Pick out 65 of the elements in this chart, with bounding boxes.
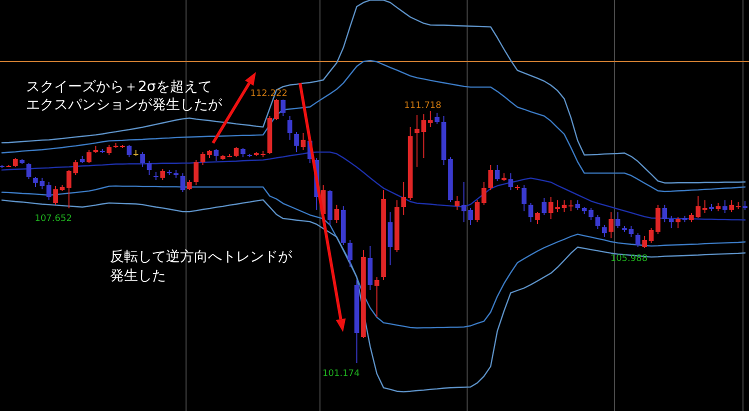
candlestick (528, 202, 534, 223)
candlestick (702, 200, 708, 214)
candlestick (180, 172, 186, 192)
candlestick (474, 200, 480, 223)
candlestick (53, 186, 58, 206)
candlestick (648, 228, 654, 244)
candlestick (280, 99, 286, 117)
candlestick (421, 114, 426, 159)
candlestick (240, 148, 246, 158)
candlestick (628, 225, 634, 238)
candlestick (608, 212, 614, 239)
candlestick (334, 204, 340, 224)
candlestick (722, 200, 728, 214)
candlestick (140, 152, 145, 168)
candlestick (522, 184, 527, 212)
candlestick (160, 168, 166, 181)
candlestick (194, 159, 199, 186)
candlestick (200, 152, 206, 166)
candlestick (300, 132, 306, 150)
candlestick (214, 148, 219, 162)
candlestick (662, 204, 668, 223)
candlestick (542, 197, 547, 216)
annotation: 105.988 (610, 254, 648, 264)
candlestick (568, 200, 574, 212)
candlestick (187, 180, 192, 191)
candlestick (294, 132, 299, 153)
candlestick (575, 200, 580, 210)
candlestick (668, 215, 674, 229)
candlestick (482, 181, 486, 206)
annotation: 101.174 (322, 368, 360, 379)
annotation: スクイーズから＋2σを超えてエクスパンションが発生したが (26, 79, 223, 113)
candlestick (86, 149, 92, 164)
annotation: 107.652 (34, 214, 72, 224)
candlestick (414, 114, 420, 168)
candlestick (656, 204, 660, 235)
candlestick (374, 276, 380, 318)
candlestick (595, 214, 600, 230)
annotation: 反転して逆方向へトレンドが発生した (110, 249, 293, 284)
candlestick (615, 212, 620, 229)
candlestick (348, 240, 352, 268)
candlestick (508, 172, 514, 191)
candlestick (146, 160, 152, 176)
candlestick (729, 200, 734, 213)
candlestick (106, 144, 112, 156)
candlestick (602, 224, 607, 238)
candlestick (434, 112, 440, 124)
candlestick (26, 162, 32, 180)
candlestick (635, 232, 640, 248)
candlestick (494, 164, 500, 182)
candlestick (676, 216, 680, 229)
candlestick (234, 146, 239, 158)
candlestick (401, 181, 406, 216)
candlestick (428, 110, 433, 128)
candlestick (642, 235, 647, 248)
candlestick (33, 176, 38, 188)
candlestick (46, 181, 52, 200)
candlestick (274, 98, 279, 121)
candlestick (40, 177, 45, 190)
annotation: 111.718 (404, 101, 442, 112)
candlestick (488, 164, 494, 191)
candlestick (454, 196, 460, 210)
candlestick (287, 116, 292, 140)
candlestick (562, 200, 567, 213)
candlestick (126, 144, 132, 158)
candlestick (535, 212, 540, 225)
